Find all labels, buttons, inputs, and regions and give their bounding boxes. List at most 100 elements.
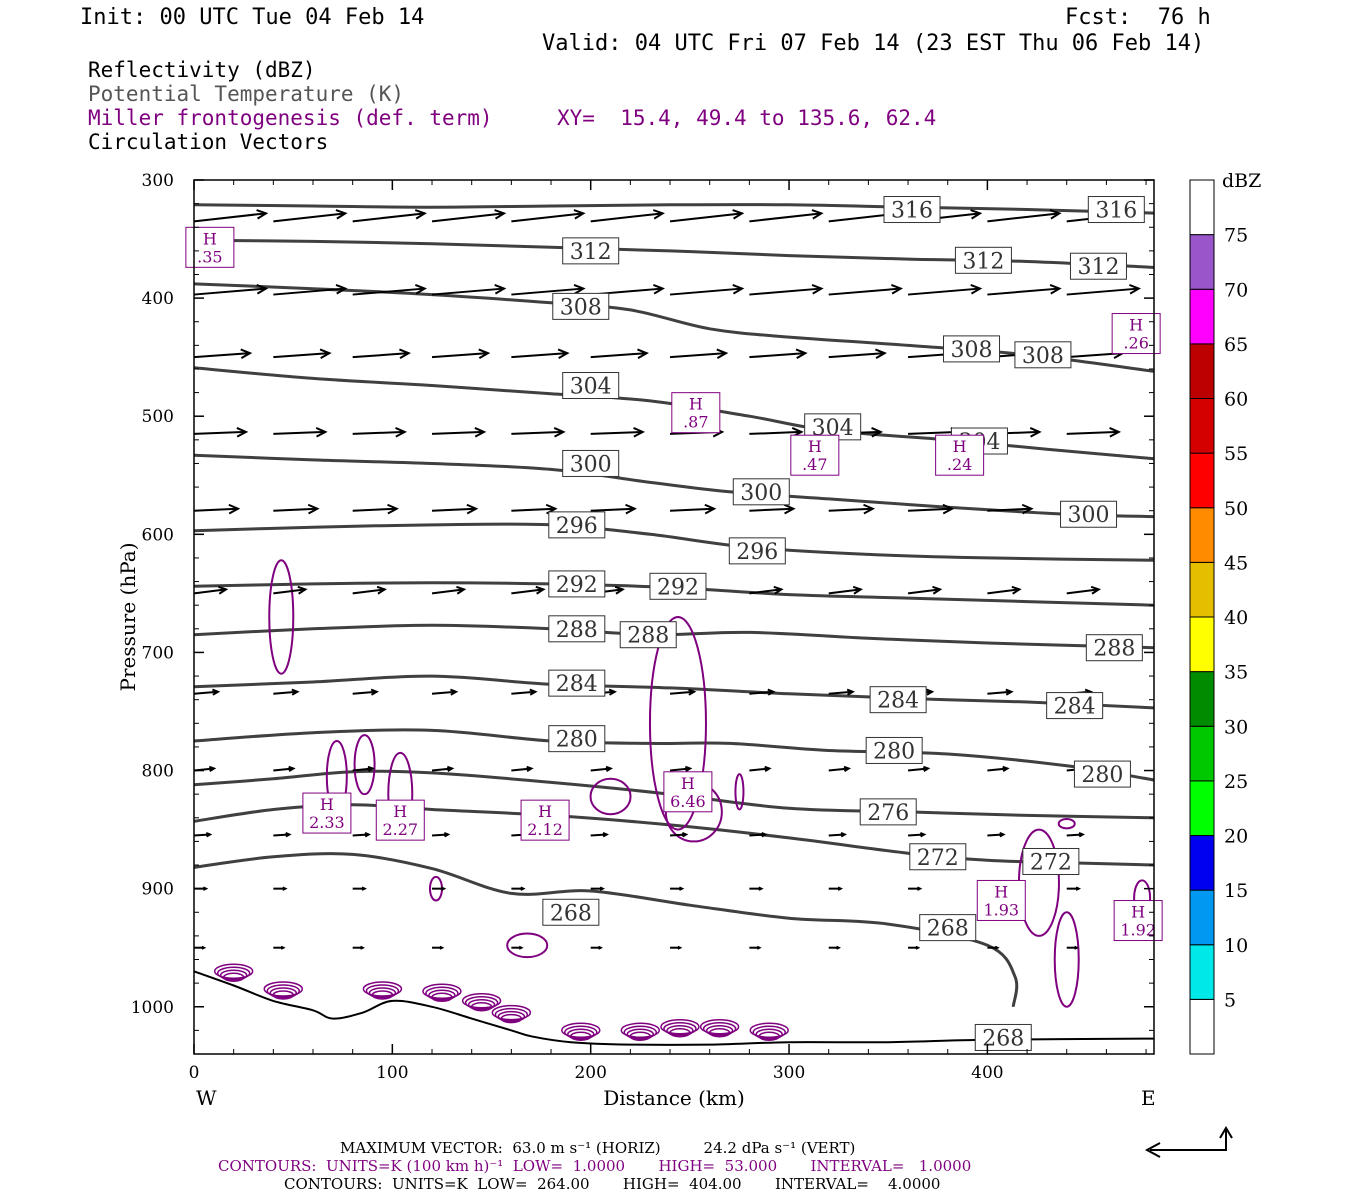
frontogenesis-contour [564,1025,598,1040]
theta-label-272: 272 [1030,850,1072,875]
colorbar-segment [1189,671,1215,727]
vector-head [494,284,507,295]
vector-head [605,765,613,773]
theta-contour-284 [193,674,1155,710]
y-tick-label: 400 [142,289,174,309]
colorbar-segment [1189,835,1215,891]
colorbar-level-label: 45 [1224,552,1248,574]
vector-head [811,209,824,220]
circulation-vector [669,833,687,837]
theta-label-box [562,237,620,265]
colorbar-segment [1189,343,1215,399]
fg-max-box [1111,313,1161,355]
vector-head [518,945,524,950]
valid-time: Valid: 04 UTC Fri 07 Feb 14 (23 EST Thu … [542,31,1205,56]
theta-label-280: 280 [1081,763,1123,788]
fg-max-box [671,392,721,434]
theta-label-312: 312 [1077,255,1119,280]
frontogenesis-contour [268,559,295,675]
frontogenesis-contour [734,773,745,811]
frontogenesis-contour [368,987,397,999]
theta-label-316: 316 [891,199,933,224]
y-tick-label: 900 [142,880,174,900]
vector-head [1074,945,1080,950]
circulation-vector [749,690,774,695]
fg-max-h: H [808,437,822,456]
circulation-vector [987,690,1012,695]
frontogenesis-contour [269,987,298,999]
circulation-vector [987,588,1020,595]
fg-max-box [302,792,352,834]
frontogenesis-contour [365,984,400,998]
theta-contour-276 [193,769,1155,820]
vector-head [1029,427,1042,438]
theta-label-280: 280 [873,739,915,764]
fg-max-h: H [681,774,695,793]
theta-label-box [548,615,606,643]
vector-head [315,427,328,438]
terrain-surface [193,970,1155,1046]
theta-label-box [954,246,1012,274]
vector-head [526,765,534,773]
circulation-vector [749,287,822,296]
theta-contour-280 [193,728,1155,782]
colorbar-segment [1189,616,1215,673]
vector-head [915,945,921,950]
vector-head [875,348,888,360]
circulation-vector [352,507,397,512]
vector-head [440,886,447,891]
colorbar-level-label: 25 [1224,771,1248,793]
vector-head [764,765,772,773]
x-tick-label: 200 [574,1063,606,1083]
y-tick-label: 300 [142,171,174,191]
circulation-vector [669,690,695,695]
vector-head [285,832,292,838]
vector-head [1011,585,1022,595]
circulation-vector [987,212,1060,223]
theta-contour-308 [193,282,1155,373]
theta-label-296: 296 [556,514,598,539]
circulation-vector [590,212,663,223]
theta-label-284: 284 [877,689,919,714]
fg-max-value: 1.92 [1120,921,1156,940]
circulation-vector [1066,430,1119,435]
circulation-vector [511,430,564,435]
circulation-vector [907,767,929,772]
fg-max-box [790,434,840,476]
init-time: Init: 00 UTC Tue 04 Feb 14 [80,5,425,30]
theta-label-308: 308 [560,295,602,320]
vector-head [633,427,645,438]
circulation-vector [352,430,405,435]
colorbar-segment [1189,725,1215,782]
y-tick-label: 700 [142,643,174,663]
circulation-vector [828,767,849,772]
theta-label-284: 284 [1054,695,1096,720]
vector-head [758,886,764,891]
fg-max-value: .24 [947,455,972,474]
vector-head [704,503,717,515]
vector-head [450,688,459,696]
vector-head [335,284,348,295]
vector-head [732,209,745,220]
circulation-vector [431,588,465,595]
circulation-vector [352,833,369,837]
theta-label-box [1014,341,1072,369]
frontogenesis-contour [213,963,254,979]
circulation-vector [273,767,294,772]
circulation-vector [907,588,941,595]
vector-head [795,348,808,360]
vector-head [871,427,884,438]
vector-head [414,209,427,220]
colorbar-segment [1189,780,1215,836]
vector-head [863,503,876,515]
frontogenesis-contour [1053,911,1080,1008]
plot-frame [193,179,1155,1055]
theta-label-box [919,914,977,942]
circulation-vector [828,690,853,695]
theta-label-box [1046,692,1104,720]
circulation-vector [828,352,885,359]
colorbar-segment [1189,944,1215,1000]
theta-contour-316 [193,203,1155,215]
vector-head [761,832,768,838]
vector-head [637,348,649,360]
